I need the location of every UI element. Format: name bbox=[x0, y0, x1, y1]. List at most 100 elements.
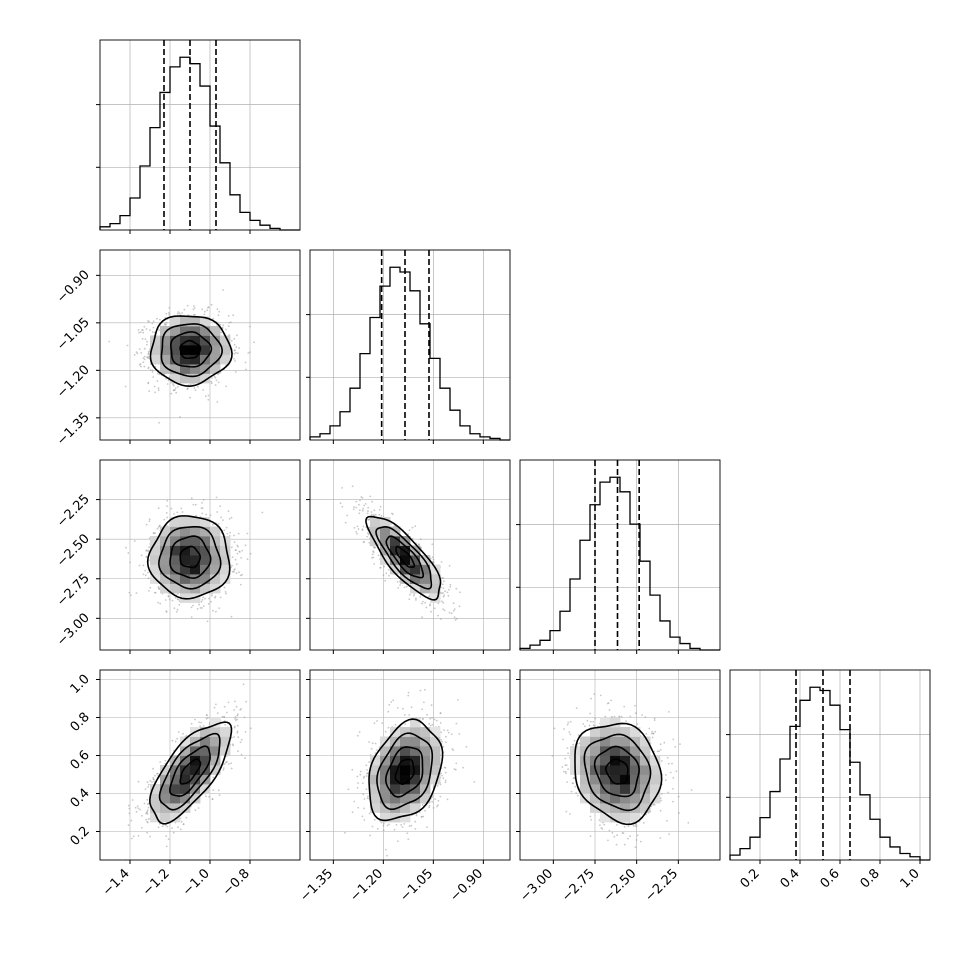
scatter-point bbox=[237, 532, 240, 535]
scatter-point bbox=[590, 819, 593, 821]
density-cell bbox=[220, 736, 231, 747]
scatter-point bbox=[156, 317, 158, 320]
scatter-point bbox=[357, 528, 360, 530]
scatter-point bbox=[363, 819, 366, 821]
scatter-point bbox=[431, 796, 434, 798]
density-cell bbox=[160, 354, 171, 365]
scatter-point bbox=[146, 343, 148, 346]
scatter-point bbox=[142, 331, 145, 334]
density-cell bbox=[150, 812, 161, 823]
density-cell bbox=[420, 784, 431, 794]
scatter-point bbox=[615, 843, 618, 846]
density-cell bbox=[400, 793, 411, 804]
density-cell bbox=[190, 517, 201, 527]
scatter-point bbox=[233, 568, 236, 570]
scatter-point bbox=[249, 552, 252, 555]
scatter-point bbox=[230, 339, 233, 342]
panel-content bbox=[100, 670, 300, 860]
y-tick-label: −0.90 bbox=[54, 268, 93, 307]
density-cell bbox=[160, 526, 171, 537]
scatter-point bbox=[131, 799, 134, 801]
density-cell bbox=[220, 555, 231, 565]
density-cell bbox=[430, 574, 441, 584]
density-cell bbox=[160, 326, 171, 336]
scatter-point bbox=[666, 756, 669, 759]
scatter-point bbox=[146, 340, 149, 343]
scatter-point bbox=[452, 749, 455, 751]
scatter-point bbox=[679, 743, 681, 745]
scatter-point bbox=[428, 722, 431, 725]
scatter-point bbox=[455, 762, 458, 765]
scatter-point bbox=[363, 807, 365, 810]
density-cell bbox=[160, 784, 171, 794]
density-cell bbox=[180, 335, 191, 346]
scatter-point bbox=[234, 349, 236, 351]
scatter-point bbox=[164, 824, 167, 827]
scatter-point bbox=[138, 348, 141, 350]
density-cell bbox=[590, 774, 601, 785]
density-cell bbox=[180, 316, 191, 327]
density-cell bbox=[630, 793, 641, 804]
density-cell bbox=[580, 784, 591, 794]
scatter-point bbox=[192, 503, 195, 506]
contour-line bbox=[593, 745, 640, 798]
scatter-point bbox=[635, 825, 638, 827]
scatter-point bbox=[181, 511, 184, 513]
scatter-point bbox=[648, 727, 651, 730]
density-cell bbox=[200, 517, 211, 527]
density-cell bbox=[200, 784, 211, 794]
scatter-point bbox=[590, 720, 592, 723]
scatter-point bbox=[399, 584, 401, 586]
scatter-point bbox=[227, 314, 230, 317]
scatter-point bbox=[148, 357, 151, 360]
scatter-point bbox=[437, 804, 439, 807]
scatter-point bbox=[341, 487, 343, 489]
scatter-point bbox=[403, 586, 406, 589]
density-cell bbox=[610, 784, 621, 794]
scatter-point bbox=[233, 358, 236, 360]
scatter-point bbox=[130, 837, 133, 840]
scatter-point bbox=[353, 506, 355, 508]
scatter-point bbox=[148, 590, 150, 592]
density-cell bbox=[390, 755, 401, 766]
scatter-point bbox=[415, 599, 417, 601]
scatter-point bbox=[582, 723, 585, 725]
scatter-point bbox=[442, 592, 444, 594]
scatter-point bbox=[411, 526, 414, 529]
density-cell bbox=[650, 784, 661, 794]
x-tick-label: 0.8 bbox=[858, 866, 883, 891]
scatter-point bbox=[207, 603, 210, 605]
y-tick-label: −2.25 bbox=[54, 492, 93, 531]
density-cell bbox=[600, 803, 611, 813]
scatter-point bbox=[394, 723, 397, 726]
scatter-point bbox=[577, 734, 580, 736]
scatter-point bbox=[240, 738, 243, 741]
scatter-point bbox=[344, 521, 347, 524]
x-tick-label: −2.75 bbox=[559, 866, 598, 905]
scatter-point bbox=[382, 574, 385, 577]
scatter-point bbox=[373, 514, 375, 517]
scatter-point bbox=[148, 350, 151, 353]
scatter-point bbox=[366, 772, 368, 775]
scatter-point bbox=[174, 597, 177, 599]
y-tick-label: 0.6 bbox=[68, 748, 93, 773]
density-cell bbox=[200, 316, 211, 327]
scatter-point bbox=[353, 526, 356, 529]
scatter-point bbox=[186, 304, 189, 307]
density-cell bbox=[420, 727, 431, 737]
scatter-point bbox=[447, 594, 450, 597]
scatter-point bbox=[230, 566, 233, 569]
density-cell bbox=[160, 765, 171, 775]
scatter-point bbox=[644, 716, 647, 718]
x-tick-label: −0.8 bbox=[220, 866, 253, 899]
scatter-point bbox=[366, 535, 369, 538]
density-cell bbox=[380, 755, 391, 766]
scatter-point bbox=[205, 795, 207, 798]
density-cell bbox=[430, 583, 441, 594]
scatter-point bbox=[147, 818, 150, 820]
density-cell bbox=[400, 555, 411, 565]
scatter-point bbox=[234, 717, 237, 720]
scatter-point bbox=[147, 786, 150, 788]
scatter-point bbox=[672, 738, 675, 741]
scatter-point bbox=[236, 563, 238, 566]
